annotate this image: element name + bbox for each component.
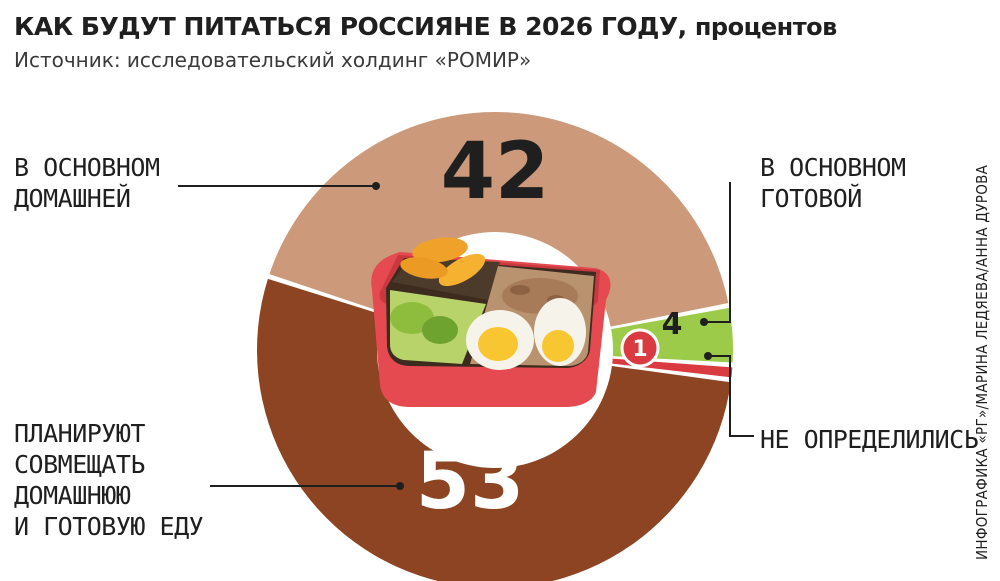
leader-dot-2 [704,352,712,360]
label-mostly-ready: В ОСНОВНОМ ГОТОВОЙ [760,152,906,214]
value-label-0: 42 [441,127,550,217]
label-undecided: НЕ ОПРЕДЕЛИЛИСЬ [760,424,979,455]
leader-dot-3 [396,482,404,490]
label-line: И ГОТОВУЮ ЕДУ [14,512,204,541]
leader-lines [178,182,754,490]
value-badge-undecided [620,328,660,368]
value-label-3: 53 [416,437,525,527]
leader-line-2 [708,355,754,437]
label-line: ГОТОВОЙ [760,184,862,213]
label-line: ДОМАШНЕЙ [14,184,131,213]
label-line: ПЛАНИРУЮТ [14,419,145,448]
label-mostly-home: В ОСНОВНОМ ДОМАШНЕЙ [14,152,160,214]
donut-slice-3 [257,278,731,581]
leader-line-1 [704,182,731,323]
value-labels: 42 41 53 [416,127,683,527]
credit-line: ИНФОГРАФИКА «РГ»/МАРИНА ЛЕДЯЕВА/АННА ДУР… [973,164,991,560]
label-combine: ПЛАНИРУЮТ СОВМЕЩАТЬ ДОМАШНЮЮ И ГОТОВУЮ ЕДУ [14,418,204,542]
lunchbox-with-food-icon [371,237,611,407]
chart-title: КАК БУДУТ ПИТАТЬСЯ РОССИЯНЕ В 2026 ГОДУ,… [14,12,837,41]
value-label-2: 1 [632,337,647,362]
label-line: СОВМЕЩАТЬ [14,450,145,479]
leader-dot-1 [700,318,708,326]
label-line: В ОСНОВНОМ [760,153,906,182]
label-line: В ОСНОВНОМ [14,153,160,182]
leader-dot-0 [372,182,380,190]
value-label-1: 4 [662,307,683,342]
label-line: НЕ ОПРЕДЕЛИЛИСЬ [760,425,979,454]
chart-subtitle: Источник: исследовательский холдинг «РОМ… [14,48,532,72]
label-line: ДОМАШНЮЮ [14,481,131,510]
